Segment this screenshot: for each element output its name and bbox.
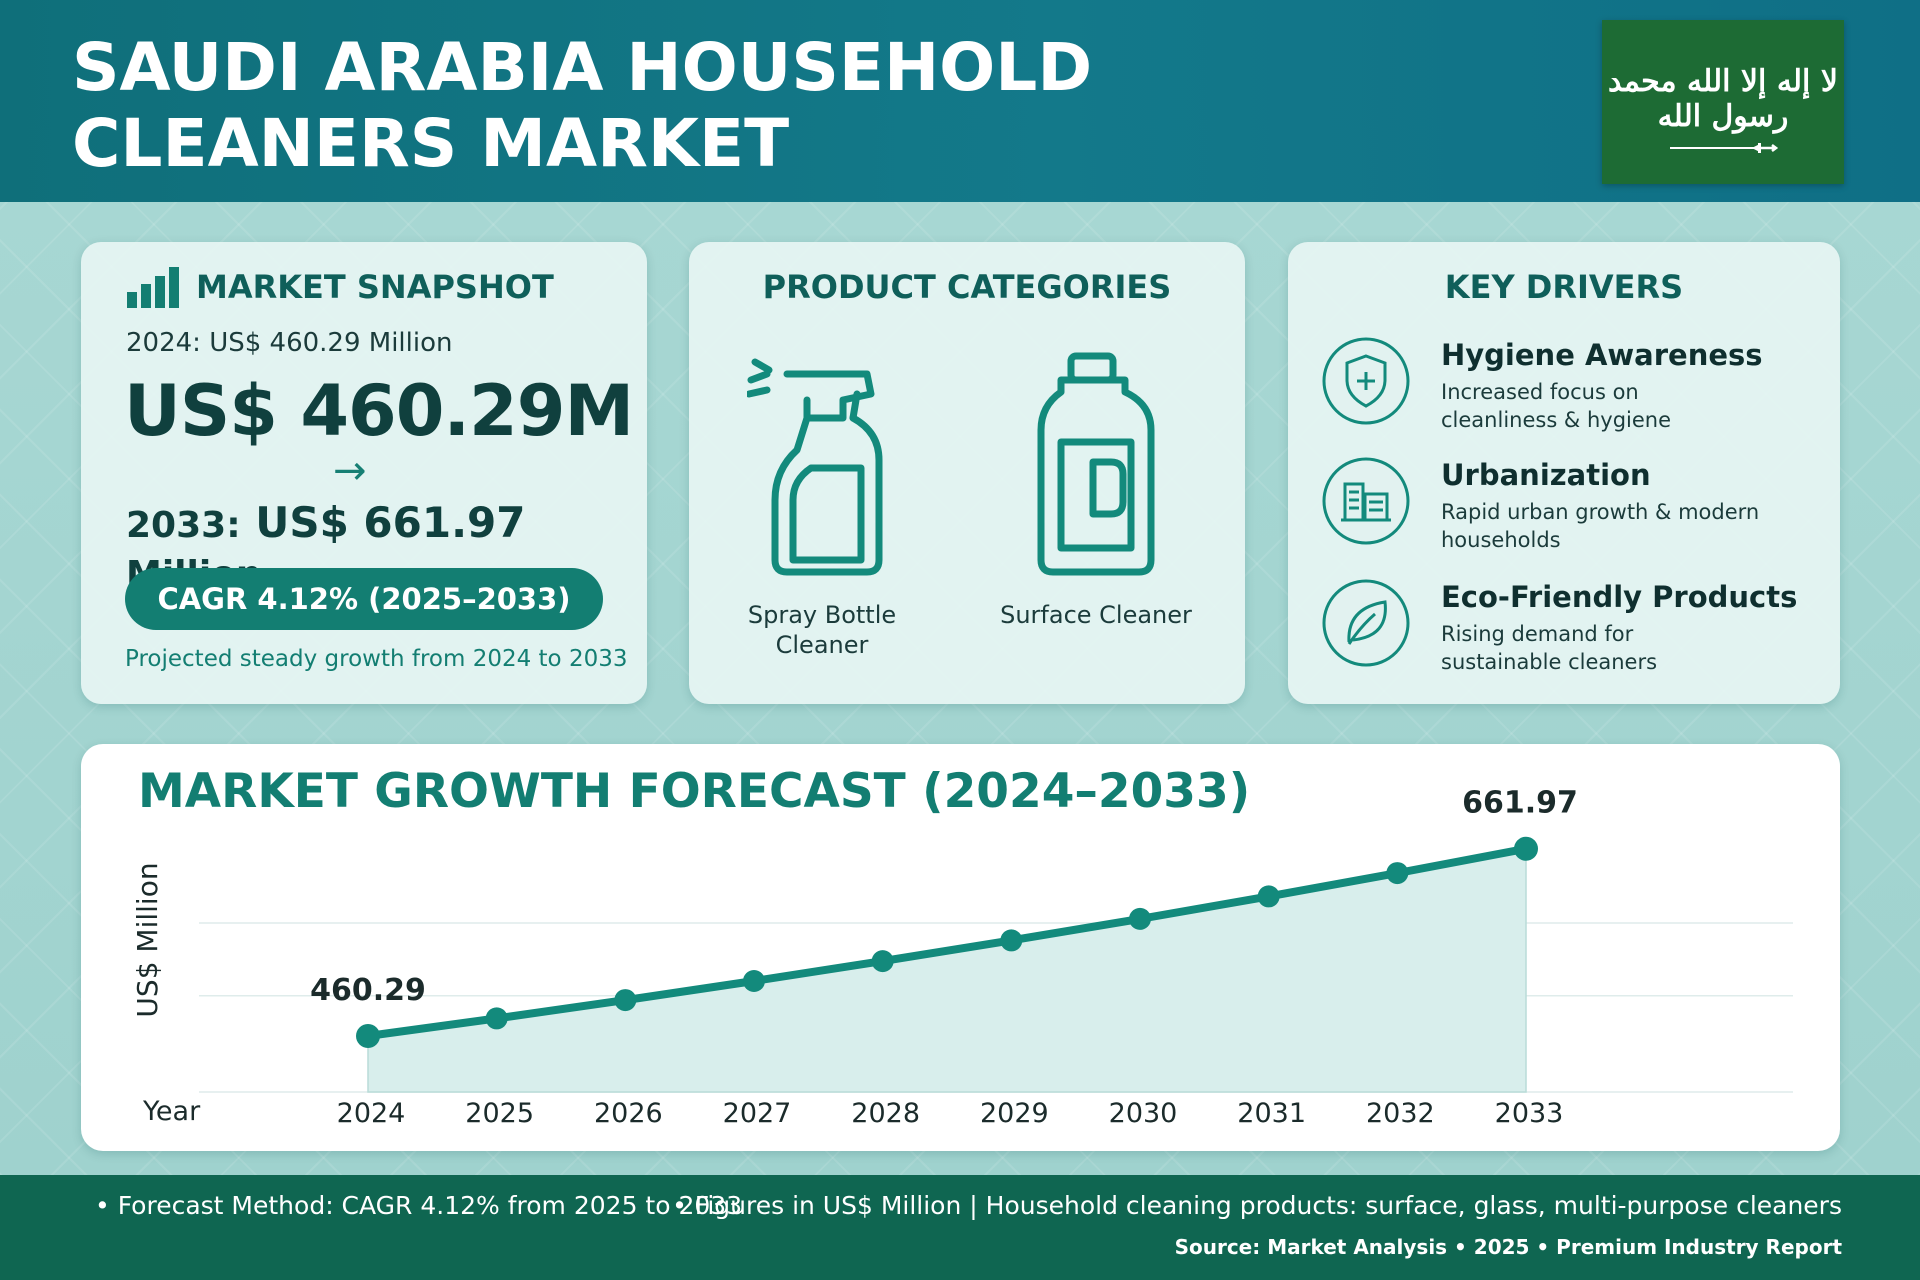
- product-categories-card: PRODUCT CATEGORIES Spray Bottle Cleaner …: [689, 242, 1245, 704]
- chart-x-tick-label: 2031: [1237, 1098, 1306, 1129]
- product-label-line: Spray Bottle: [747, 601, 897, 629]
- chart-x-tick-label: 2024: [337, 1098, 406, 1129]
- label-2033: 2033:: [126, 505, 241, 546]
- title-line-1: SAUDI ARABIA HOUSEHOLD: [72, 29, 1093, 106]
- products-title: PRODUCT CATEGORIES: [762, 268, 1172, 306]
- value-2024-line: 2024: US$ 460.29 Million: [126, 328, 453, 358]
- chart-x-tick-label: 2025: [465, 1098, 534, 1129]
- driver-desc: Rapid urban growth & modern households: [1441, 498, 1821, 554]
- product-label-surface: Surface Cleaner: [976, 600, 1216, 630]
- footer-bar: • Forecast Method: CAGR 4.12% from 2025 …: [0, 1175, 1920, 1280]
- driver-desc: Rising demand for sustainable cleaners: [1441, 620, 1821, 676]
- footer-figures-note: • Figures in US$ Million | Household cle…: [672, 1191, 1842, 1220]
- leaf-icon: [1322, 579, 1410, 667]
- chart-point: [871, 950, 894, 973]
- shield-plus-icon: [1322, 337, 1410, 425]
- driver-desc-line: Increased focus on: [1441, 380, 1639, 404]
- driver-title: Urbanization: [1441, 458, 1651, 492]
- product-label-line: Cleaner: [775, 631, 869, 659]
- chart-point: [1000, 929, 1023, 952]
- chart-point: [1514, 836, 1538, 861]
- drivers-title: KEY DRIVERS: [1444, 268, 1684, 306]
- spray-bottle-icon: [747, 358, 883, 576]
- value-2033: US$ 661.97: [255, 498, 526, 547]
- chart-point: [1129, 907, 1151, 930]
- chart-series-line: [367, 844, 1527, 1040]
- chart-y-axis-label: US$ Million: [131, 862, 164, 1017]
- key-drivers-card: KEY DRIVERS Hygiene Awareness Increased …: [1288, 242, 1840, 704]
- driver-desc-line: Rapid urban growth & modern: [1441, 500, 1760, 524]
- chart-x-tick-label: 2033: [1495, 1098, 1564, 1129]
- chart-point: [1257, 885, 1280, 908]
- driver-title: Eco-Friendly Products: [1441, 580, 1798, 614]
- chart-point: [743, 969, 765, 992]
- snapshot-note: Projected steady growth from 2024 to 203…: [125, 646, 628, 672]
- product-label-spray: Spray Bottle Cleaner: [702, 600, 942, 660]
- title-line-2: CLEANERS MARKET: [72, 105, 790, 182]
- driver-desc-line: sustainable cleaners: [1441, 650, 1658, 674]
- cagr-badge: CAGR 4.12% (2025–2033): [125, 568, 603, 630]
- driver-title: Hygiene Awareness: [1441, 338, 1763, 372]
- chart-x-ticks: 2024 2025 2026 2027 2028 2029 2030 2031 2032 2033: [337, 1098, 1564, 1129]
- market-snapshot-card: MARKET SNAPSHOT 2024: US$ 460.29 Million…: [81, 242, 647, 704]
- chart-points: [356, 836, 1538, 1049]
- sword-icon: [1670, 143, 1778, 153]
- data-label-first: 460.29: [310, 973, 426, 1008]
- arrow-right-icon: →: [333, 448, 367, 494]
- buildings-icon: [1322, 457, 1410, 545]
- driver-desc-line: Rising demand for: [1441, 622, 1634, 646]
- driver-desc-line: cleanliness & hygiene: [1441, 408, 1672, 432]
- saudi-flag-icon: لا إله إلا الله محمد رسول الله: [1602, 20, 1844, 184]
- chart-x-tick-label: 2032: [1366, 1098, 1435, 1129]
- big-value: US$ 460.29M: [124, 370, 634, 452]
- page-title: SAUDI ARABIA HOUSEHOLD CLEANERS MARKET: [72, 30, 1472, 182]
- jug-icon: [1037, 352, 1155, 576]
- product-label-line: Surface Cleaner: [1000, 601, 1192, 629]
- chart-point: [614, 989, 637, 1012]
- chart-x-tick-label: 2027: [723, 1098, 792, 1129]
- chart-x-axis-label: Year: [142, 1096, 201, 1127]
- growth-forecast-card: MARKET GROWTH FORECAST (2024–2033) 2024 2…: [81, 744, 1840, 1151]
- driver-desc-line: households: [1441, 528, 1561, 552]
- chart-point: [1386, 862, 1409, 885]
- value-2033-line: 2033: US$ 661.97 Million: [126, 498, 647, 596]
- footer-source: Source: Market Analysis • 2025 • Premium…: [1174, 1235, 1842, 1259]
- footer-method: • Forecast Method: CAGR 4.12% from 2025 …: [95, 1191, 743, 1220]
- data-label-last: 661.97: [1462, 786, 1578, 821]
- driver-desc: Increased focus on cleanliness & hygiene: [1441, 378, 1821, 434]
- growth-chart: 2024 2025 2026 2027 2028 2029 2030 2031 2032 2033…: [131, 786, 1793, 1129]
- snapshot-title: MARKET SNAPSHOT: [196, 268, 554, 306]
- chart-x-tick-label: 2029: [980, 1098, 1049, 1129]
- chart-title: MARKET GROWTH FORECAST (2024–2033): [138, 764, 1251, 819]
- bar-chart-icon: [127, 267, 179, 308]
- chart-x-tick-label: 2030: [1109, 1098, 1178, 1129]
- header-banner: SAUDI ARABIA HOUSEHOLD CLEANERS MARKET ل…: [0, 0, 1920, 202]
- chart-x-tick-label: 2028: [851, 1098, 920, 1129]
- chart-point: [485, 1007, 508, 1030]
- chart-x-tick-label: 2026: [594, 1098, 663, 1129]
- flag-shahada: لا إله إلا الله محمد رسول الله: [1608, 64, 1838, 134]
- chart-point: [356, 1024, 380, 1049]
